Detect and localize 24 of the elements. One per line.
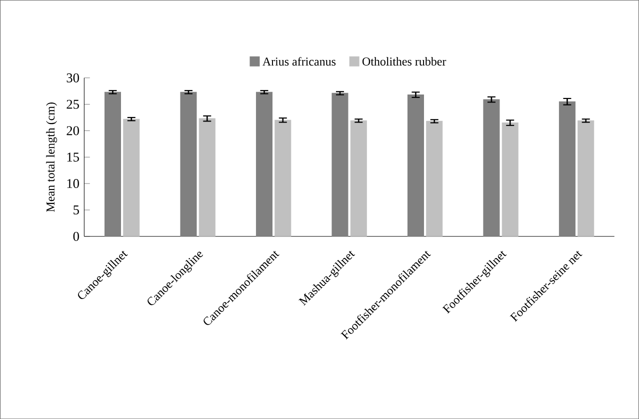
bar: [483, 99, 500, 236]
bar: [578, 120, 594, 236]
bar: [104, 92, 122, 236]
bar: [426, 120, 443, 236]
bar: [350, 120, 367, 236]
bar: [407, 94, 424, 236]
y-tick-label: 0: [73, 232, 79, 241]
y-tick-label: 20: [66, 126, 79, 136]
y-axis-title: Mean total length (cm): [46, 102, 58, 212]
bar: [558, 101, 576, 236]
legend-label: Otholithes rubber: [362, 57, 446, 66]
y-tick-label: 25: [66, 100, 79, 109]
bar: [180, 92, 197, 236]
legend-label: Arius africanus: [262, 56, 336, 66]
bar: [274, 120, 292, 236]
bar: [123, 118, 140, 236]
y-tick-label: 5: [74, 205, 79, 214]
y-tick-label: 15: [67, 152, 79, 162]
bar: [332, 92, 348, 236]
bar: [198, 118, 216, 236]
y-tick-label: 30: [66, 73, 79, 82]
bar: [256, 92, 272, 236]
bar: [502, 122, 518, 236]
y-tick-label: 10: [67, 178, 79, 188]
